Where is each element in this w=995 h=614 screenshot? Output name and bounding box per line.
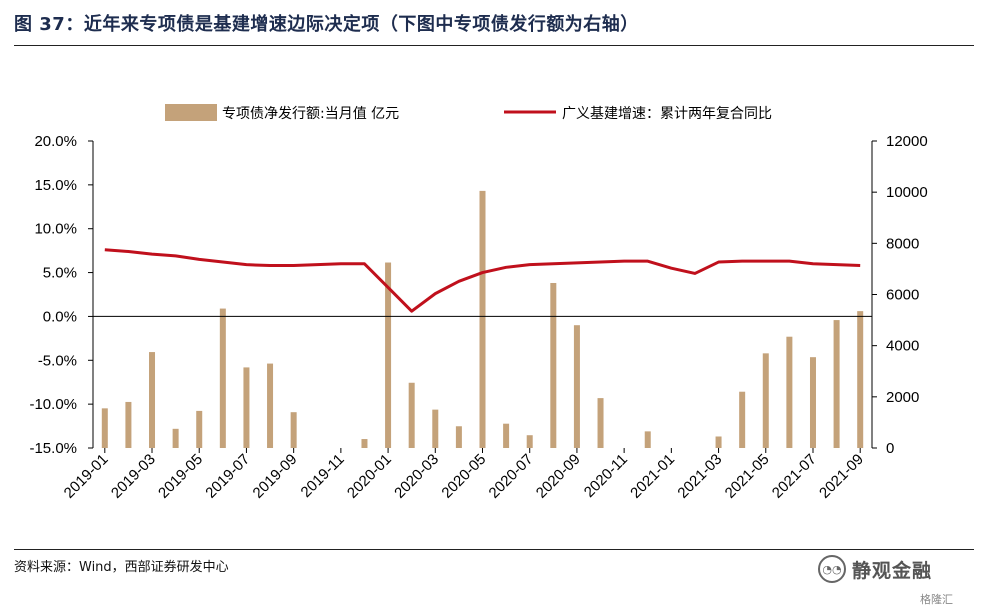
- figure-title: 图 37：近年来专项债是基建增速边际决定项（下图中专项债发行额为右轴）: [14, 14, 639, 35]
- left-tick-label: 10.0%: [34, 221, 77, 238]
- right-axis-ticks: 12000 10000 8000 6000 4000 2000 0: [872, 133, 928, 457]
- bar: [219, 308, 226, 448]
- source-note: 资料来源：Wind，西部证券研发中心: [14, 560, 229, 575]
- x-tick-label: 2020-11: [581, 451, 631, 501]
- bar: [833, 320, 840, 448]
- x-tick-label: 2020-03: [391, 451, 442, 502]
- bar: [503, 423, 510, 448]
- bar: [361, 439, 368, 448]
- watermark-secondary: 格隆汇: [920, 593, 953, 606]
- bar: [597, 398, 604, 448]
- x-tick-label: 2019-11: [298, 451, 348, 501]
- right-tick-label: 0: [886, 440, 894, 457]
- bar: [644, 431, 651, 448]
- left-axis-ticks: 20.0% 15.0% 10.0% 5.0% 0.0% -5.0% -10.0% -15.0%: [29, 133, 93, 457]
- bar: [172, 428, 179, 448]
- right-tick-label: 12000: [886, 133, 928, 150]
- x-tick-label: 2020-05: [438, 451, 489, 502]
- left-tick-label: 15.0%: [34, 177, 77, 194]
- bar: [786, 336, 793, 448]
- bar: [809, 357, 816, 448]
- watermark: ◔◔ 静观金融: [818, 555, 932, 583]
- legend-line-label: 广义基建增速：累计两年复合同比: [562, 105, 772, 122]
- bar: [149, 352, 156, 448]
- x-tick-label: 2019-09: [250, 451, 301, 502]
- bar: [243, 367, 250, 448]
- bar: [432, 409, 439, 448]
- bar: [479, 190, 486, 448]
- legend: 专项债净发行额:当月值 亿元 广义基建增速：累计两年复合同比: [165, 104, 772, 122]
- bar: [739, 391, 746, 448]
- bar: [715, 436, 722, 448]
- legend-bar-swatch: [165, 104, 217, 121]
- x-tick-label: 2021-05: [722, 451, 773, 502]
- bar: [290, 412, 297, 448]
- bar: [550, 282, 557, 448]
- line-series-layer: [104, 248, 861, 313]
- bar: [101, 408, 108, 448]
- x-tick-label: 2019-03: [108, 451, 159, 502]
- source-rule: [14, 549, 974, 550]
- x-tick-label: 2019-01: [61, 451, 112, 502]
- left-tick-label: -15.0%: [29, 440, 77, 457]
- right-tick-label: 6000: [886, 287, 919, 304]
- right-tick-label: 4000: [886, 338, 919, 355]
- left-tick-label: -5.0%: [38, 352, 77, 369]
- left-tick-label: 20.0%: [34, 133, 77, 150]
- right-tick-label: 10000: [886, 184, 928, 201]
- x-tick-label: 2019-07: [202, 451, 253, 502]
- x-tick-label: 2019-05: [155, 451, 206, 502]
- bar: [857, 311, 864, 448]
- left-tick-label: 0.0%: [43, 308, 77, 325]
- left-tick-label: -10.0%: [29, 396, 77, 413]
- bar: [762, 353, 769, 448]
- x-tick-label: 2021-01: [627, 451, 678, 502]
- bar: [455, 426, 462, 448]
- bar: [196, 410, 203, 448]
- left-tick-label: 5.0%: [43, 265, 77, 282]
- watermark-brand: 静观金融: [852, 559, 933, 582]
- x-tick-label: 2020-07: [486, 451, 537, 502]
- right-tick-label: 8000: [886, 235, 919, 252]
- x-tick-label: 2021-03: [674, 451, 725, 502]
- bar: [267, 363, 274, 448]
- bar: [526, 435, 533, 448]
- legend-bar-label: 专项债净发行额:当月值 亿元: [222, 106, 399, 122]
- bar: [125, 401, 132, 448]
- bar: [408, 382, 415, 448]
- x-axis-ticks: 2019-012019-032019-052019-072019-092019-…: [61, 448, 867, 502]
- bar: [573, 325, 580, 448]
- title-rule: [14, 45, 974, 46]
- x-tick-label: 2020-09: [533, 451, 584, 502]
- x-tick-label: 2020-01: [344, 451, 395, 502]
- line-series-path: [104, 248, 861, 313]
- x-tick-label: 2021-07: [769, 451, 820, 502]
- bar: [385, 262, 392, 448]
- bar-series: [101, 190, 864, 448]
- wechat-icon: ◔◔: [818, 555, 846, 583]
- x-tick-label: 2021-09: [816, 451, 867, 502]
- right-tick-label: 2000: [886, 389, 919, 406]
